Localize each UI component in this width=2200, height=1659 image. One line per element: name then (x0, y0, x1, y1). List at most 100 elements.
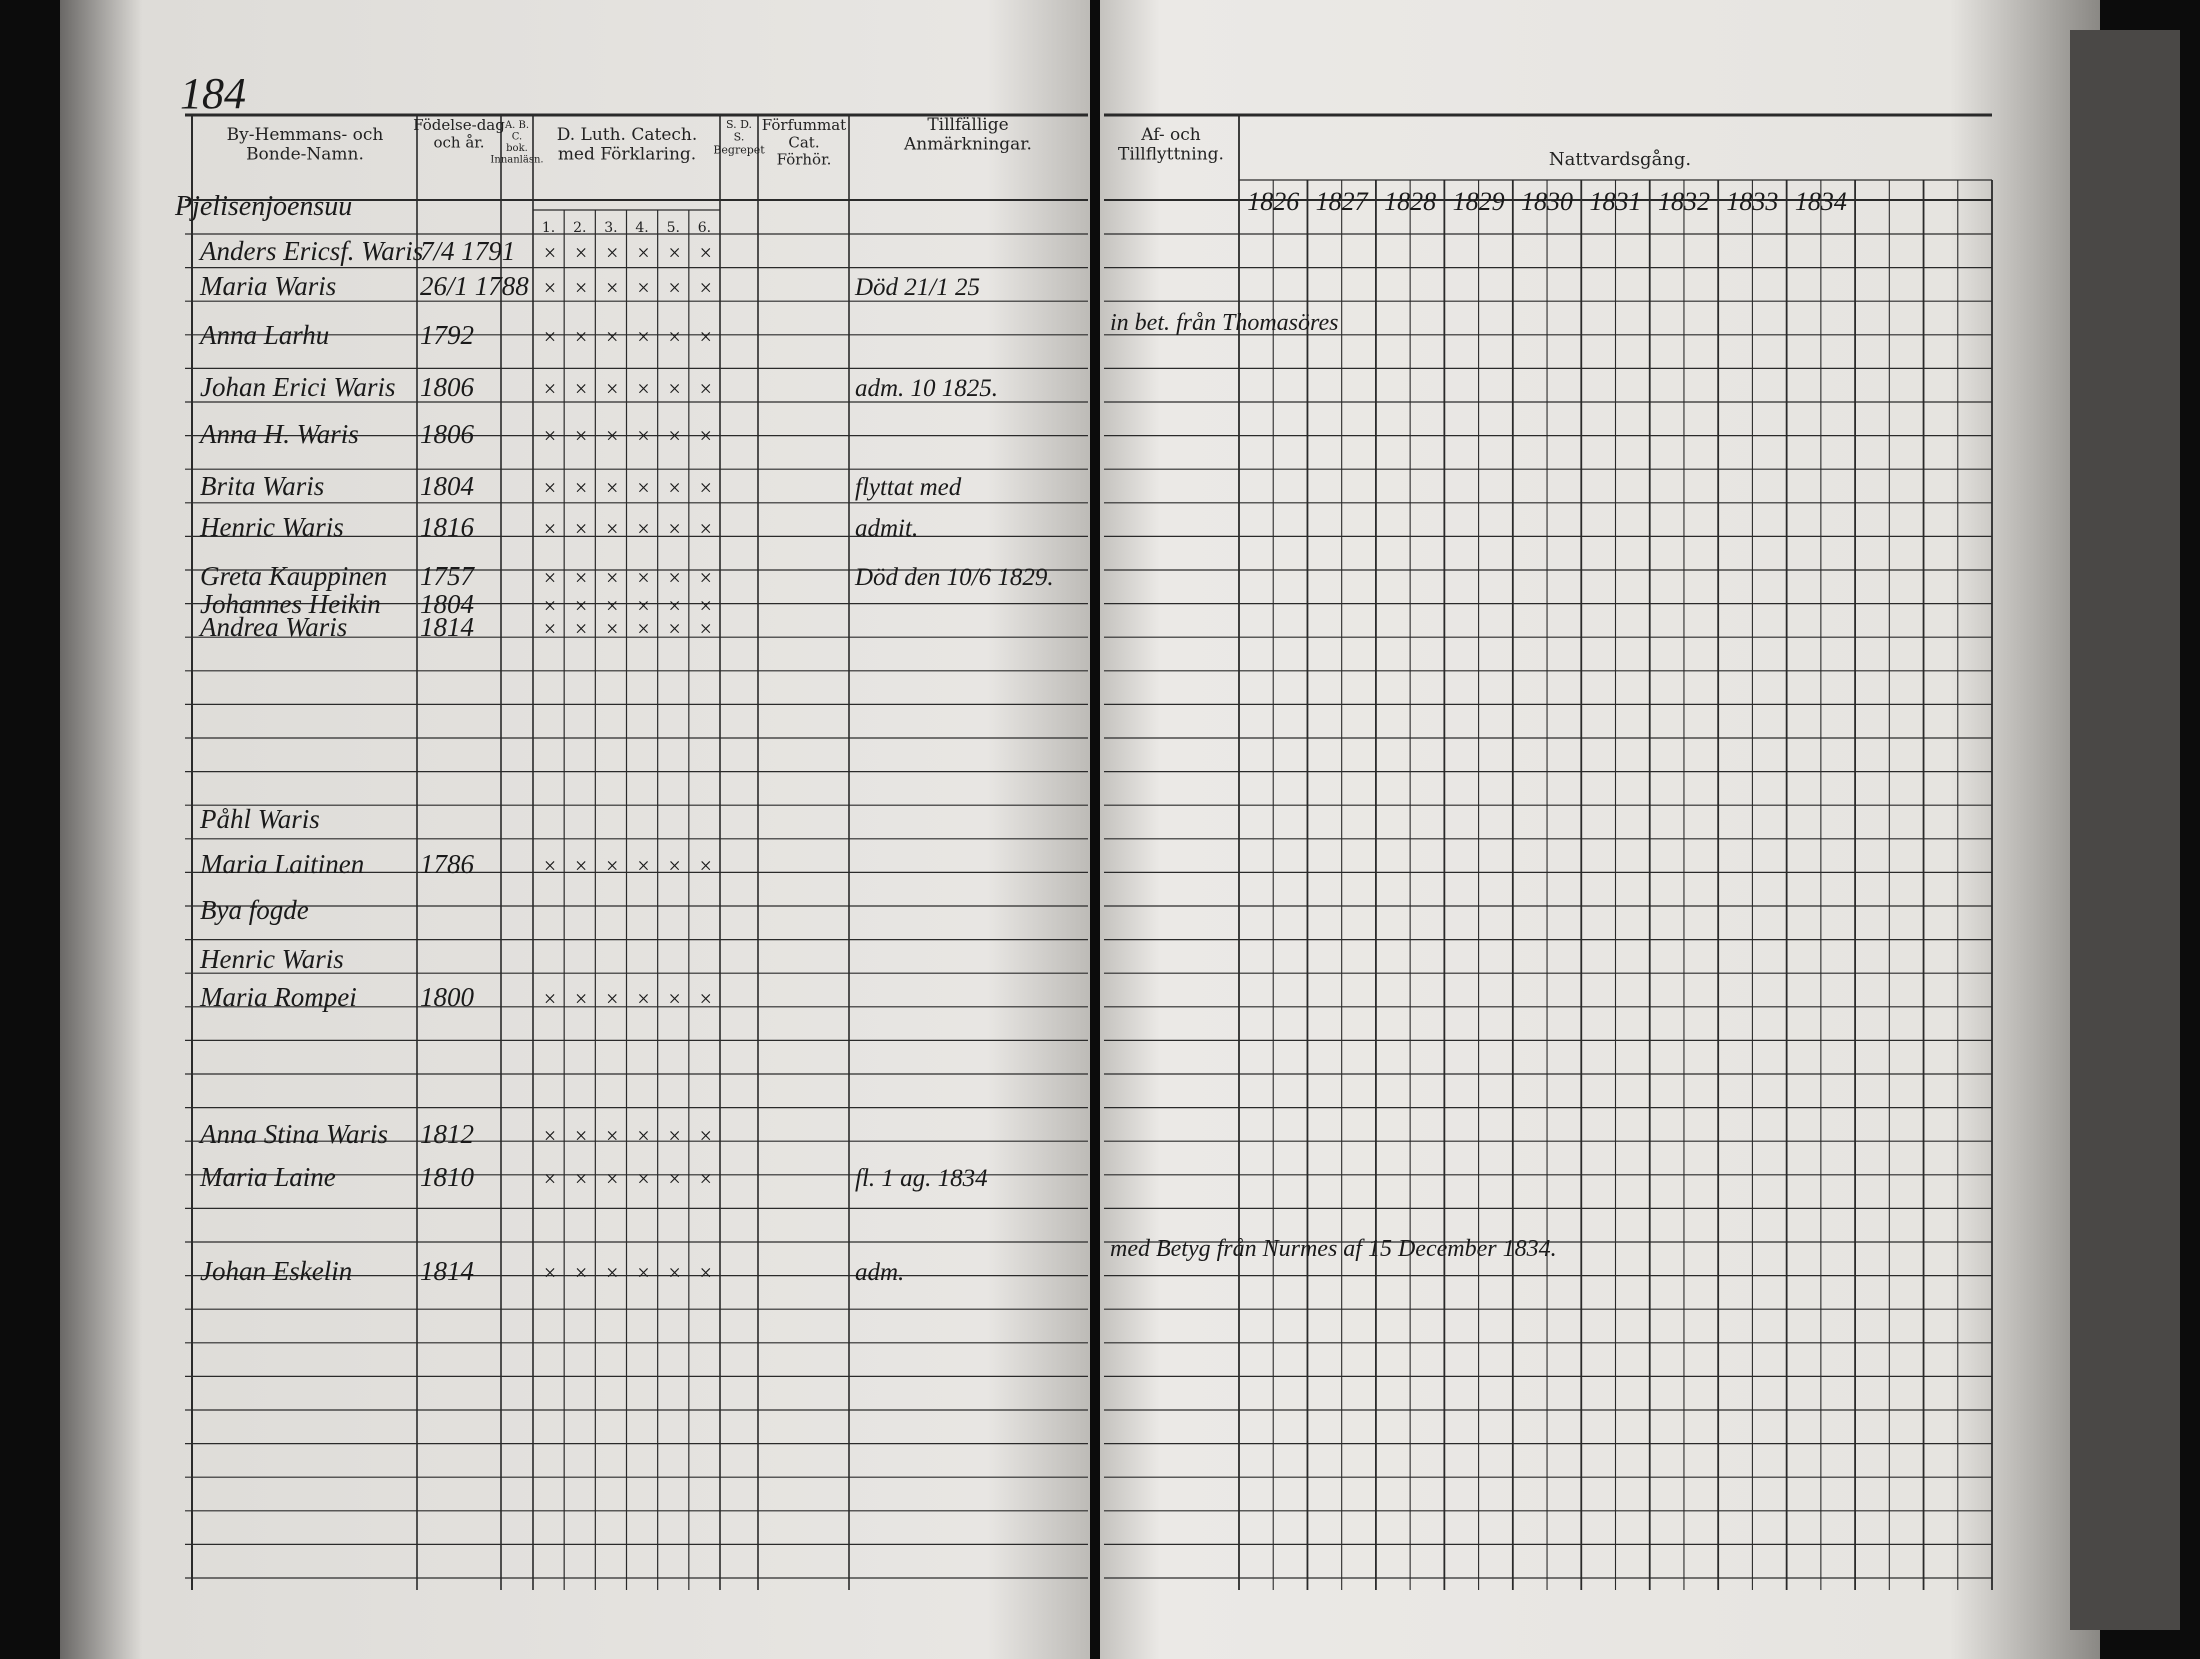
tick: × (667, 1166, 682, 1191)
row-birth: 1757 (420, 561, 476, 591)
tick: × (542, 853, 557, 878)
tick: × (636, 1123, 651, 1148)
header-moving: Af- och Tillflyttning. (1118, 125, 1224, 165)
row-name: Påhl Waris (199, 804, 320, 834)
tick: × (698, 376, 713, 401)
tick: × (605, 853, 620, 878)
tick: × (574, 565, 589, 590)
catechism-column: 3. (604, 220, 617, 236)
tick: × (574, 423, 589, 448)
row-name: Henric Waris (199, 944, 344, 974)
tick: × (542, 275, 557, 300)
row-remark: Död 21/1 25 (854, 274, 980, 301)
tick: × (605, 475, 620, 500)
row-name: Anna Larhu (198, 320, 329, 350)
tick: × (605, 1123, 620, 1148)
tick: × (574, 1123, 589, 1148)
tick: × (636, 376, 651, 401)
tick: × (542, 593, 557, 618)
tick: × (605, 240, 620, 265)
communion-year: 1832 (1658, 187, 1710, 216)
row-birth: 1814 (420, 1256, 474, 1286)
row-birth: 1812 (420, 1119, 474, 1149)
tick: × (542, 565, 557, 590)
tick: × (605, 1260, 620, 1285)
catechism-column: 1. (542, 220, 555, 236)
tick: × (667, 853, 682, 878)
tick: × (667, 376, 682, 401)
tick: × (636, 616, 651, 641)
tick: × (667, 986, 682, 1011)
tick: × (636, 1260, 651, 1285)
tick: × (542, 1260, 557, 1285)
tick: × (698, 853, 713, 878)
tick: × (698, 475, 713, 500)
tick: × (574, 853, 589, 878)
row-name: Maria Waris (199, 271, 336, 301)
tick: × (605, 376, 620, 401)
communion-year: 1829 (1453, 187, 1505, 216)
tick: × (605, 565, 620, 590)
row-birth: 1806 (420, 372, 475, 402)
communion-year: 1826 (1247, 187, 1299, 216)
tick: × (574, 1166, 589, 1191)
tick: × (605, 324, 620, 349)
tick: × (605, 616, 620, 641)
tick: × (605, 1166, 620, 1191)
move-note: med Betyg från Nurmes af 15 December 183… (1110, 1236, 1557, 1262)
tick: × (605, 516, 620, 541)
row-remark: admit. (855, 515, 918, 542)
row-remark: adm. 10 1825. (855, 375, 998, 402)
row-name: Greta Kauppinen (200, 561, 387, 591)
tick: × (667, 565, 682, 590)
tick: × (636, 275, 651, 300)
row-birth: 7/4 1791 (420, 236, 515, 266)
row-remark: adm. (855, 1259, 904, 1286)
tick: × (636, 516, 651, 541)
row-name: Johan Erici Waris (200, 372, 396, 402)
tick: × (698, 324, 713, 349)
tick: × (636, 423, 651, 448)
tick: × (542, 423, 557, 448)
communion-year: 1831 (1590, 187, 1642, 216)
tick: × (667, 275, 682, 300)
row-remark: flyttat med (855, 474, 962, 501)
tick: × (574, 240, 589, 265)
tick: × (542, 240, 557, 265)
tick: × (542, 1166, 557, 1191)
header-remarks: Tillfällige Anmärkningar. (903, 115, 1032, 155)
tick: × (667, 1260, 682, 1285)
row-name: Maria Rompei (199, 982, 357, 1012)
row-birth: 1814 (420, 612, 474, 642)
tick: × (698, 565, 713, 590)
tick: × (605, 423, 620, 448)
tick: × (636, 853, 651, 878)
tick: × (636, 1166, 651, 1191)
row-name: Maria Laitinen (199, 849, 364, 879)
tick: × (698, 986, 713, 1011)
tick: × (698, 1123, 713, 1148)
catechism-column: 6. (698, 220, 711, 236)
row-name: Bya fogde (200, 895, 309, 925)
tick: × (574, 324, 589, 349)
tick: × (667, 593, 682, 618)
book-edge (2070, 30, 2180, 1630)
tick: × (636, 986, 651, 1011)
row-name: Maria Laine (199, 1162, 336, 1192)
tick: × (698, 423, 713, 448)
catechism-column: 5. (667, 220, 680, 236)
header-name: By-Hemmans- och Bonde-Namn. (227, 125, 384, 165)
tick: × (636, 565, 651, 590)
left-page (60, 0, 1090, 1659)
communion-year: 1830 (1521, 187, 1573, 216)
tick: × (667, 240, 682, 265)
row-name: Anna H. Waris (198, 419, 359, 449)
communion-year: 1828 (1384, 187, 1436, 216)
tick: × (636, 324, 651, 349)
tick: × (542, 1123, 557, 1148)
row-name: Brita Waris (200, 471, 324, 501)
row-birth: 1816 (420, 512, 475, 542)
tick: × (636, 475, 651, 500)
